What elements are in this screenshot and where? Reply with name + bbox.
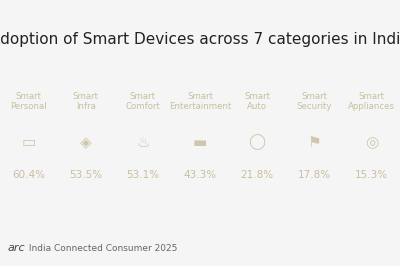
Text: ▭: ▭ [21,135,36,150]
Text: ◎: ◎ [365,135,378,150]
Text: Smart
Entertainment: Smart Entertainment [169,92,231,111]
Text: 17.8%: 17.8% [298,170,331,180]
Text: ♨: ♨ [136,135,150,150]
Text: ⚑: ⚑ [308,135,321,150]
Text: India Connected Consumer 2025: India Connected Consumer 2025 [26,244,177,253]
Text: 21.8%: 21.8% [240,170,274,180]
Text: arc: arc [8,243,26,253]
Text: 60.4%: 60.4% [12,170,45,180]
Text: Smart
Auto: Smart Auto [244,92,270,111]
Text: 53.5%: 53.5% [69,170,102,180]
Text: Smart
Infra: Smart Infra [73,92,99,111]
Text: Smart
Personal: Smart Personal [10,92,47,111]
Text: 53.1%: 53.1% [126,170,160,180]
Text: 43.3%: 43.3% [184,170,216,180]
Text: ▬: ▬ [193,135,207,150]
Text: Smart
Comfort: Smart Comfort [126,92,160,111]
Text: ◯: ◯ [248,134,266,150]
Text: Smart
Appliances: Smart Appliances [348,92,395,111]
Text: 15.3%: 15.3% [355,170,388,180]
Text: Smart
Security: Smart Security [296,92,332,111]
Text: Adoption of Smart Devices across 7 categories in India: Adoption of Smart Devices across 7 categ… [0,32,400,47]
Text: ◈: ◈ [80,135,92,150]
